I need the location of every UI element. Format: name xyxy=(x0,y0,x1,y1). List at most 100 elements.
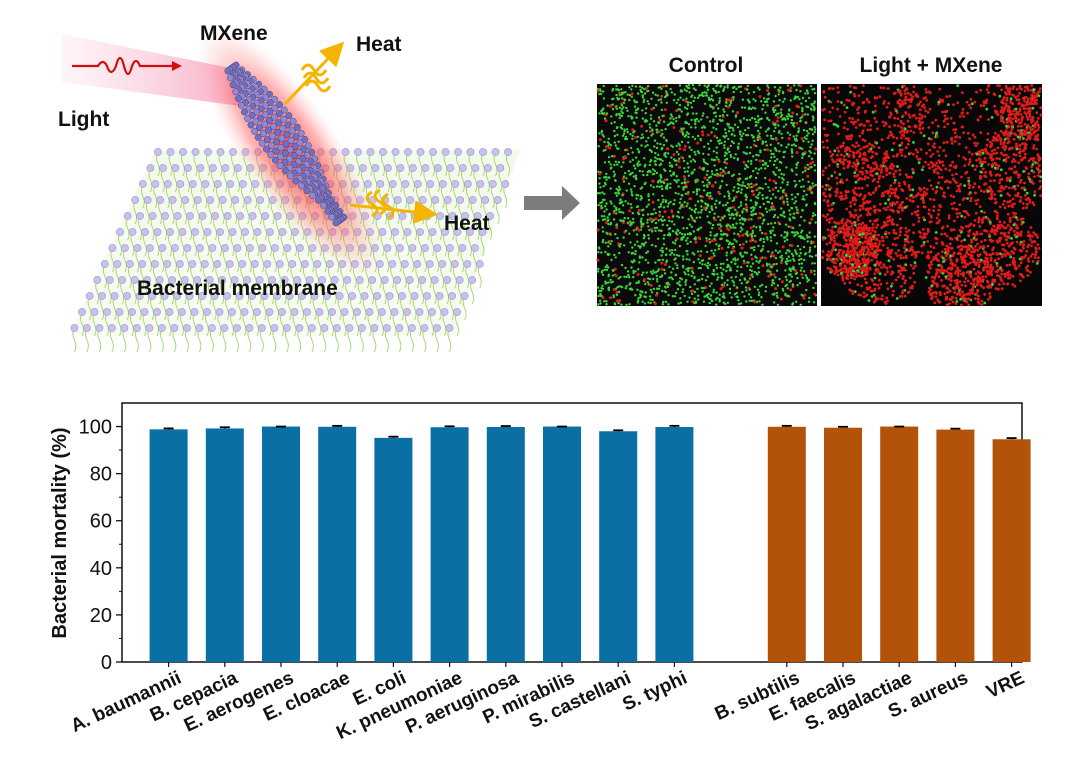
live-cell xyxy=(786,181,789,184)
dead-cell xyxy=(917,220,921,223)
live-cell xyxy=(600,131,603,134)
lipid-head xyxy=(340,308,349,316)
live-cell xyxy=(935,185,939,189)
dead-cell xyxy=(890,167,894,171)
dead-cell xyxy=(1013,202,1016,206)
dead-cell xyxy=(977,294,980,298)
dead-cell xyxy=(836,100,840,103)
dead-cell xyxy=(663,263,667,266)
live-cell xyxy=(616,133,619,136)
mxene-atom xyxy=(276,162,284,170)
lipid-head xyxy=(483,164,492,172)
live-cell xyxy=(642,233,646,237)
lipid-head xyxy=(130,276,139,284)
dead-cell xyxy=(937,275,941,279)
dead-cell xyxy=(920,114,924,118)
live-cell xyxy=(625,303,628,307)
dead-cell xyxy=(660,94,664,98)
live-cell xyxy=(813,102,816,105)
dead-cell xyxy=(953,140,957,143)
live-cell xyxy=(644,111,647,115)
live-cell xyxy=(672,158,676,161)
live-cell xyxy=(983,301,987,305)
live-cell xyxy=(758,259,762,263)
live-cell xyxy=(719,262,723,266)
dead-cell xyxy=(999,129,1003,133)
dead-cell xyxy=(929,155,933,158)
lipid-head xyxy=(320,324,329,332)
dead-cell xyxy=(596,258,600,262)
dead-cell xyxy=(771,204,775,208)
dead-cell xyxy=(858,208,862,212)
live-cell xyxy=(725,101,728,105)
live-cell xyxy=(719,119,723,123)
live-cell xyxy=(644,181,647,184)
dead-cell xyxy=(995,151,999,155)
live-cell xyxy=(781,287,784,291)
live-cell xyxy=(723,144,726,147)
live-cell xyxy=(597,145,600,148)
dead-cell xyxy=(1002,153,1006,157)
live-cell xyxy=(746,165,749,169)
live-cell xyxy=(737,142,740,145)
dead-cell xyxy=(702,206,706,210)
live-cell xyxy=(752,225,755,228)
live-cell xyxy=(895,297,899,300)
dead-cell xyxy=(964,277,968,280)
live-cell xyxy=(635,281,638,285)
live-cell xyxy=(738,177,741,181)
live-cell xyxy=(668,232,671,235)
live-cell xyxy=(695,118,699,121)
lipid-head xyxy=(379,148,387,156)
live-cell xyxy=(808,149,811,153)
dead-cell xyxy=(752,193,756,197)
live-cell xyxy=(679,297,682,300)
dead-cell xyxy=(842,141,845,145)
live-cell xyxy=(641,117,645,120)
lipid-head xyxy=(460,292,469,300)
dead-cell xyxy=(907,290,911,293)
live-cell xyxy=(759,150,762,154)
dead-cell xyxy=(780,196,784,200)
live-cell xyxy=(641,133,644,136)
live-cell xyxy=(786,287,789,290)
dead-cell xyxy=(944,167,948,171)
live-cell xyxy=(604,282,607,285)
live-cell xyxy=(761,187,764,190)
live-cell xyxy=(653,139,657,142)
dead-cell xyxy=(869,124,873,127)
dead-cell xyxy=(980,240,983,244)
lipid-head xyxy=(178,308,186,316)
live-cell xyxy=(643,157,646,160)
live-cell xyxy=(712,290,715,294)
lipid-head xyxy=(332,324,341,332)
live-cell xyxy=(770,156,773,159)
live-cell xyxy=(910,193,913,197)
live-cell xyxy=(744,163,747,167)
live-cell xyxy=(675,175,678,178)
live-cell xyxy=(596,286,600,289)
dead-cell xyxy=(880,266,883,269)
live-cell xyxy=(718,142,721,145)
dead-cell xyxy=(937,213,940,216)
lipid-head xyxy=(171,164,180,172)
dead-cell xyxy=(789,288,793,292)
live-cell xyxy=(657,237,660,240)
live-cell xyxy=(735,87,738,91)
live-cell xyxy=(668,249,671,252)
dead-cell xyxy=(927,212,931,216)
live-cell xyxy=(800,257,803,261)
live-cell xyxy=(753,139,756,142)
live-cell xyxy=(696,178,699,181)
live-cell xyxy=(611,107,615,111)
dead-cell xyxy=(989,179,992,183)
lipid-head xyxy=(395,244,404,252)
live-cell xyxy=(645,251,648,255)
live-cell xyxy=(636,135,640,139)
live-cell xyxy=(699,250,703,253)
dead-cell xyxy=(960,248,964,252)
dead-cell xyxy=(596,89,600,93)
live-cell xyxy=(647,198,651,202)
live-cell xyxy=(705,293,709,297)
live-cell xyxy=(785,194,788,197)
